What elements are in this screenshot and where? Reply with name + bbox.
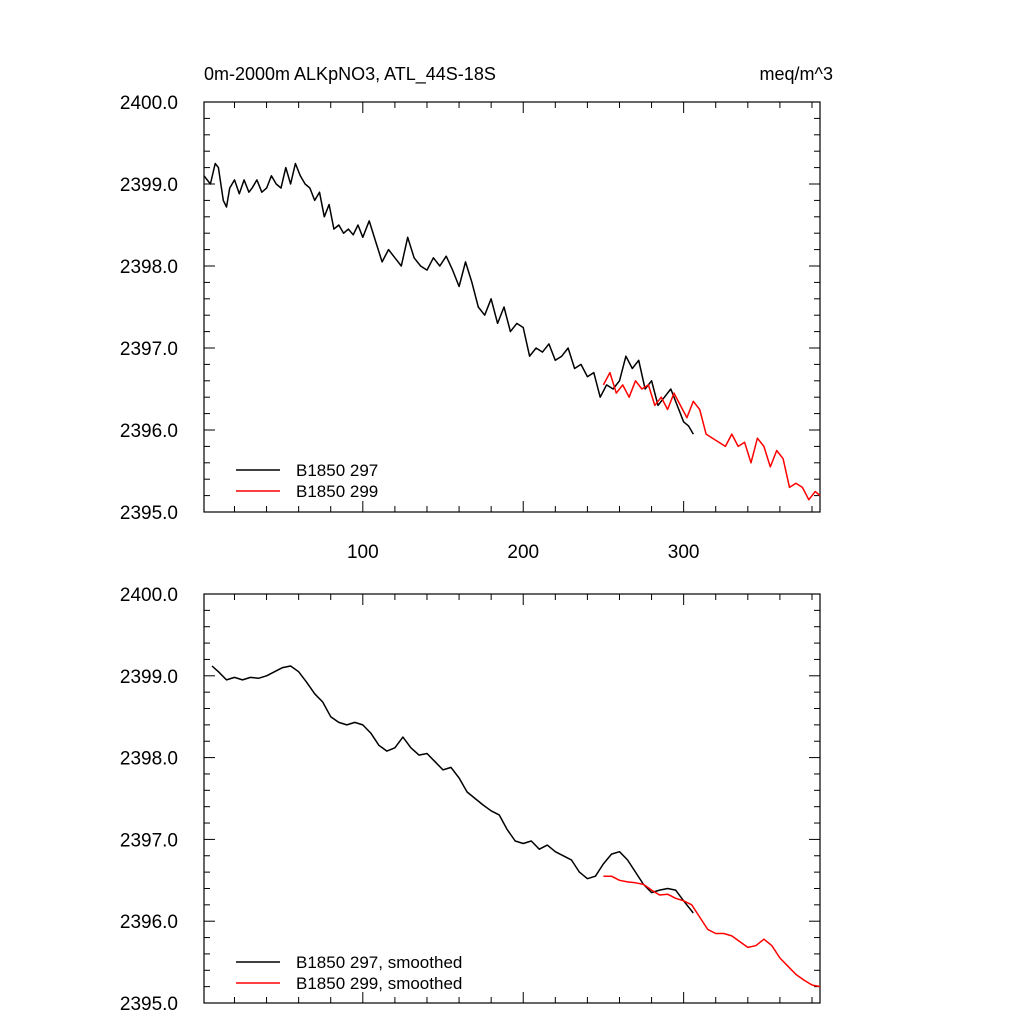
y-tick-label: 2396.0 [120,912,178,933]
y-tick-label: 2400.0 [120,93,178,114]
series-line-2 [603,875,821,988]
y-tick-label: 2395.0 [120,503,178,524]
x-tick-label: 200 [507,542,539,563]
series-line-1 [211,665,694,914]
legend-label-1: B1850 297, smoothed [296,953,462,972]
y-tick-label: 2395.0 [120,994,178,1015]
y-tick-label: 2398.0 [120,257,178,278]
plot-frame [203,593,821,1004]
x-tick-label: 300 [668,542,700,563]
units-label: meq/m^3 [760,64,833,84]
y-tick-label: 2397.0 [120,830,178,851]
y-tick-label: 2398.0 [120,749,178,770]
y-tick-label: 2399.0 [120,175,178,196]
y-tick-label: 2397.0 [120,339,178,360]
legend-label-2: B1850 299, smoothed [296,974,462,993]
top-panel: 0m-2000m ALKpNO3, ATL_44S-18S meq/m^3 23… [120,64,833,563]
series-line-1 [203,162,694,435]
series-line-2 [602,371,821,501]
y-tick-label: 2399.0 [120,667,178,688]
bottom-panel: 2395.0 2396.0 2397.0 2398.0 2399.0 2400.0 B185… [120,585,821,1015]
legend-label-1: B1850 297 [296,461,378,480]
y-tick-label: 2400.0 [120,585,178,606]
chart-title: 0m-2000m ALKpNO3, ATL_44S-18S [204,64,496,85]
x-tick-label: 100 [347,542,379,563]
y-tick-label: 2396.0 [120,421,178,442]
plot-frame [203,101,821,513]
legend-label-2: B1850 299 [296,482,378,501]
